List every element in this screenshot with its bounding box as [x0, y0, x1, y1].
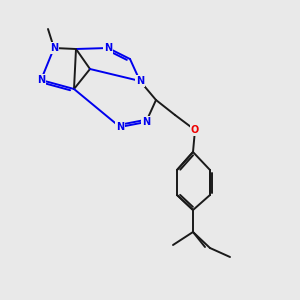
Text: N: N — [50, 43, 58, 53]
Text: N: N — [104, 43, 112, 53]
Text: N: N — [136, 76, 144, 86]
Text: N: N — [116, 122, 124, 132]
Text: N: N — [37, 75, 45, 85]
Text: O: O — [191, 125, 199, 135]
Text: N: N — [142, 117, 150, 127]
